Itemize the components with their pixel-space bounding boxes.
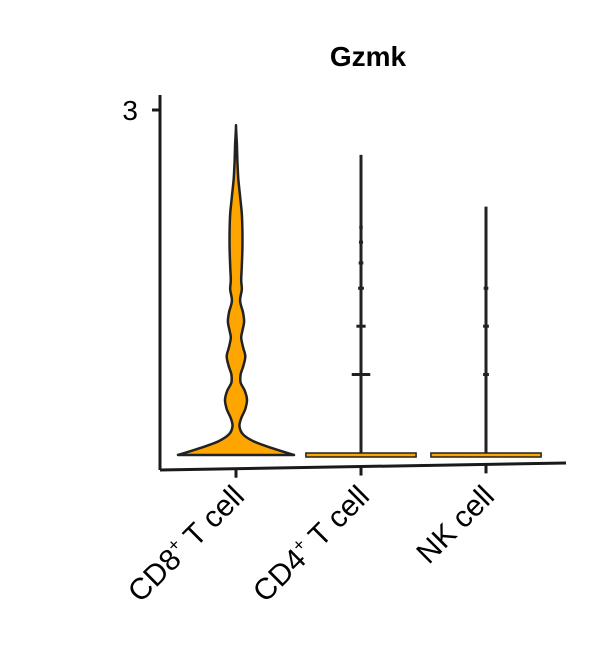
y-tick-label: 3	[122, 95, 138, 126]
y-ticks: 3	[122, 95, 160, 126]
axes	[158, 95, 567, 472]
x-axis-line	[159, 461, 567, 472]
violin-2	[305, 154, 417, 476]
violin-1	[176, 123, 296, 478]
violin-base	[305, 452, 417, 458]
x-tick-label: CD4+ T cell	[246, 478, 376, 608]
x-tick-label: NK cell	[410, 480, 501, 571]
violins	[176, 123, 542, 478]
x-tick-label: CD8+ T cell	[121, 478, 251, 608]
violin-body	[176, 123, 296, 457]
chart-title: Gzmk	[330, 41, 407, 72]
violin-base	[430, 452, 542, 458]
violin-3	[430, 206, 542, 474]
